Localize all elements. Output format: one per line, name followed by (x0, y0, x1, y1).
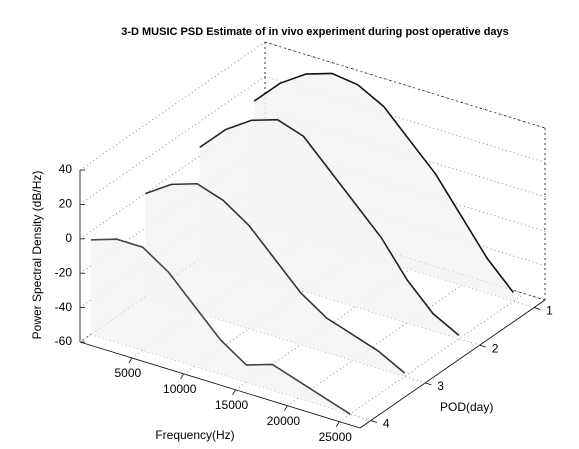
x-axis-label: Frequency(Hz) (155, 428, 234, 442)
y-tick-label: 4 (383, 417, 390, 431)
tick-mark (233, 390, 236, 395)
y-tick-label: 3 (437, 379, 444, 393)
z-tick-label: -60 (55, 334, 73, 348)
y-axis-label: POD(day) (440, 400, 493, 414)
tick-mark (425, 383, 431, 385)
chart: 3-D MUSIC PSD Estimate of in vivo experi… (0, 0, 579, 444)
z-axis-label: Power Spectral Density (dB/Hz) (30, 171, 44, 340)
z-tick-label: -40 (55, 300, 73, 314)
tick-mark (284, 406, 287, 411)
x-tick-label: 5000 (115, 366, 142, 380)
tick-mark (336, 422, 339, 427)
tick-mark (480, 345, 486, 347)
z-tick-label: -20 (55, 265, 73, 279)
y-tick-label: 1 (546, 304, 553, 318)
page: {"chart_data": { "type": "surface3d", "t… (0, 0, 579, 444)
tick-mark (534, 308, 540, 310)
x-tick-label: 25000 (319, 430, 353, 444)
x-tick-label: 10000 (163, 382, 197, 396)
chart-title: 3-D MUSIC PSD Estimate of in vivo experi… (121, 26, 509, 38)
y-tick-label: 2 (492, 341, 499, 355)
x-tick-label: 15000 (215, 398, 249, 412)
z-tick-label: 40 (59, 162, 73, 176)
tick-mark (371, 420, 377, 422)
z-tick-label: 20 (59, 197, 73, 211)
x-tick-label: 20000 (267, 414, 301, 428)
z-tick-label: 0 (65, 231, 72, 245)
tick-mark (181, 374, 184, 379)
tick-mark (129, 358, 132, 363)
